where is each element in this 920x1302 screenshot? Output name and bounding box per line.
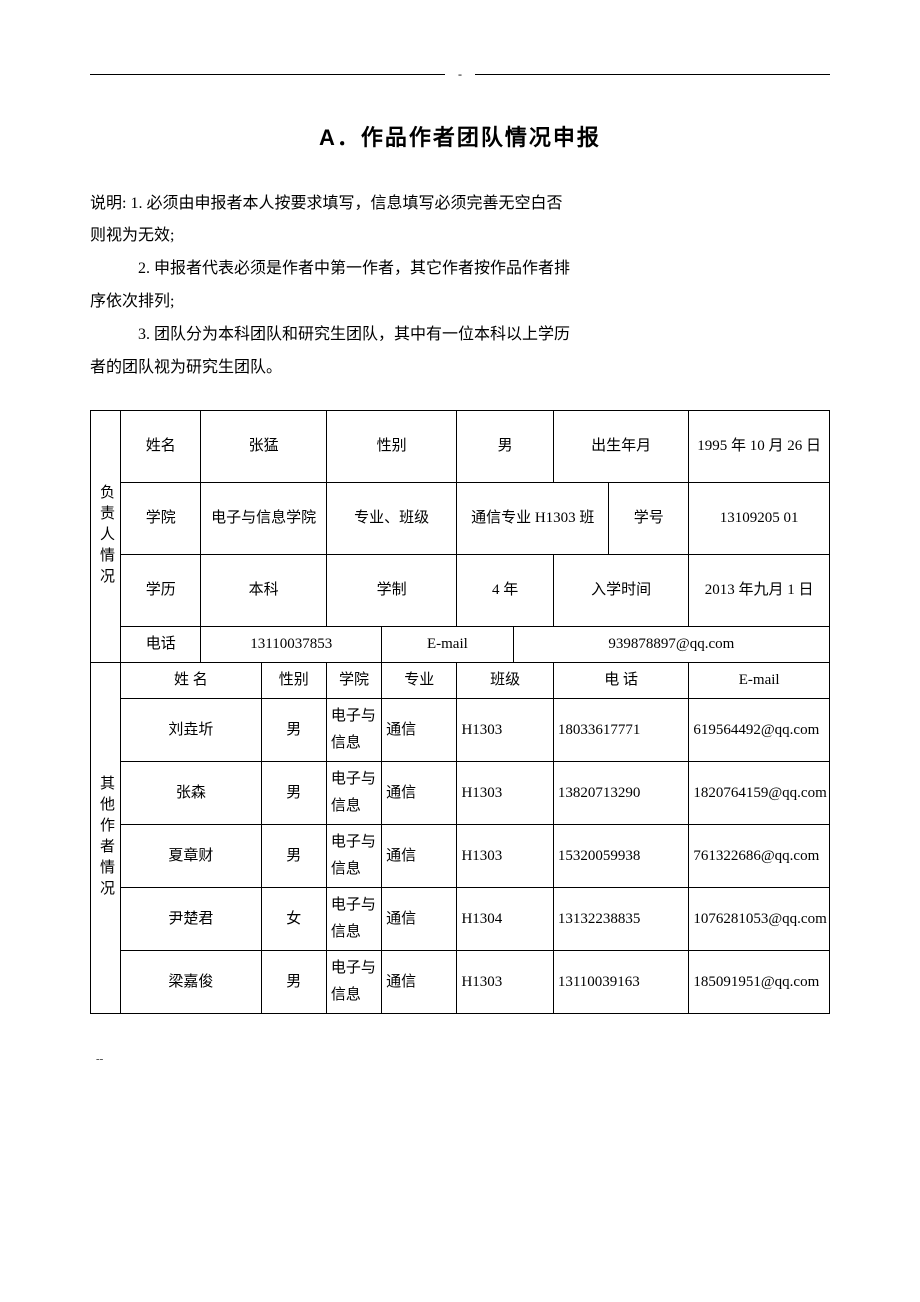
header-gender: 性别 xyxy=(261,663,326,699)
table-row: 其他作者情况 姓 名 性别 学院 专业 班级 电 话 E-mail xyxy=(91,663,830,699)
cell-college: 电子与信息 xyxy=(326,825,381,888)
cell-email: 185091951@qq.com xyxy=(689,951,830,1014)
value-dob: 1995 年 10 月 26 日 xyxy=(689,411,830,483)
label-name: 姓名 xyxy=(121,411,201,483)
value-degree: 本科 xyxy=(201,555,327,627)
instructions-block: 说明: 1. 必须由申报者本人按要求填写，信息填写必须完善无空白否 则视为无效;… xyxy=(90,190,830,383)
instruction-line: 序依次排列; xyxy=(90,288,830,317)
cell-class: H1304 xyxy=(457,888,553,951)
table-row: 梁嘉俊 男 电子与信息 通信 H1303 13110039163 1850919… xyxy=(91,951,830,1014)
cell-class: H1303 xyxy=(457,699,553,762)
leader-section-label: 负责人情况 xyxy=(91,411,121,663)
label-gender: 性别 xyxy=(326,411,457,483)
value-major-class: 通信专业 H1303 班 xyxy=(457,483,609,555)
label-student-id: 学号 xyxy=(609,483,689,555)
cell-gender: 男 xyxy=(261,762,326,825)
value-college: 电子与信息学院 xyxy=(201,483,327,555)
application-table: 负责人情况 姓名 张猛 性别 男 出生年月 1995 年 10 月 26 日 学… xyxy=(90,410,830,1014)
table-row: 学历 本科 学制 4 年 入学时间 2013 年九月 1 日 xyxy=(91,555,830,627)
label-degree: 学历 xyxy=(121,555,201,627)
cell-email: 761322686@qq.com xyxy=(689,825,830,888)
header-rule: - xyxy=(90,60,830,90)
cell-phone: 15320059938 xyxy=(553,825,689,888)
footer-dash: -- xyxy=(90,1050,830,1070)
others-section-label: 其他作者情况 xyxy=(91,663,121,1014)
cell-gender: 女 xyxy=(261,888,326,951)
cell-class: H1303 xyxy=(457,762,553,825)
label-email: E-mail xyxy=(382,627,514,663)
instruction-line: 者的团队视为研究生团队。 xyxy=(90,354,830,383)
cell-college: 电子与信息 xyxy=(326,951,381,1014)
value-student-id: 13109205 01 xyxy=(689,483,830,555)
cell-name: 张森 xyxy=(121,762,262,825)
header-line-left xyxy=(90,74,445,75)
value-name: 张猛 xyxy=(201,411,327,483)
cell-phone: 18033617771 xyxy=(553,699,689,762)
cell-college: 电子与信息 xyxy=(326,699,381,762)
table-row: 负责人情况 姓名 张猛 性别 男 出生年月 1995 年 10 月 26 日 xyxy=(91,411,830,483)
instruction-line: 则视为无效; xyxy=(90,222,830,251)
cell-phone: 13132238835 xyxy=(553,888,689,951)
cell-gender: 男 xyxy=(261,825,326,888)
cell-email: 1076281053@qq.com xyxy=(689,888,830,951)
table-row: 夏章财 男 电子与信息 通信 H1303 15320059938 7613226… xyxy=(91,825,830,888)
cell-email: 619564492@qq.com xyxy=(689,699,830,762)
table-row: 电话 13110037853 E-mail 939878897@qq.com xyxy=(91,627,830,663)
label-college: 学院 xyxy=(121,483,201,555)
header-dash: - xyxy=(458,64,462,86)
cell-major: 通信 xyxy=(382,951,457,1014)
cell-name: 梁嘉俊 xyxy=(121,951,262,1014)
value-email: 939878897@qq.com xyxy=(513,627,829,663)
cell-college: 电子与信息 xyxy=(326,762,381,825)
table-row: 学院 电子与信息学院 专业、班级 通信专业 H1303 班 学号 1310920… xyxy=(91,483,830,555)
label-major-class: 专业、班级 xyxy=(326,483,457,555)
cell-gender: 男 xyxy=(261,699,326,762)
instruction-line: 2. 申报者代表必须是作者中第一作者，其它作者按作品作者排 xyxy=(90,255,830,284)
value-gender: 男 xyxy=(457,411,553,483)
table-row: 尹楚君 女 电子与信息 通信 H1304 13132238835 1076281… xyxy=(91,888,830,951)
cell-class: H1303 xyxy=(457,951,553,1014)
cell-college: 电子与信息 xyxy=(326,888,381,951)
cell-phone: 13820713290 xyxy=(553,762,689,825)
cell-email: 1820764159@qq.com xyxy=(689,762,830,825)
label-phone: 电话 xyxy=(121,627,201,663)
header-line-right xyxy=(475,74,830,75)
header-phone: 电 话 xyxy=(553,663,689,699)
cell-name: 尹楚君 xyxy=(121,888,262,951)
header-class: 班级 xyxy=(457,663,553,699)
header-major: 专业 xyxy=(382,663,457,699)
cell-phone: 13110039163 xyxy=(553,951,689,1014)
value-duration: 4 年 xyxy=(457,555,553,627)
header-college: 学院 xyxy=(326,663,381,699)
header-email: E-mail xyxy=(689,663,830,699)
label-enroll: 入学时间 xyxy=(553,555,689,627)
value-enroll: 2013 年九月 1 日 xyxy=(689,555,830,627)
instruction-line: 3. 团队分为本科团队和研究生团队，其中有一位本科以上学历 xyxy=(90,321,830,350)
instruction-line: 说明: 1. 必须由申报者本人按要求填写，信息填写必须完善无空白否 xyxy=(90,190,830,219)
label-duration: 学制 xyxy=(326,555,457,627)
label-dob: 出生年月 xyxy=(553,411,689,483)
table-row: 刘垚圻 男 电子与信息 通信 H1303 18033617771 6195644… xyxy=(91,699,830,762)
cell-major: 通信 xyxy=(382,825,457,888)
cell-name: 刘垚圻 xyxy=(121,699,262,762)
table-row: 张森 男 电子与信息 通信 H1303 13820713290 18207641… xyxy=(91,762,830,825)
cell-gender: 男 xyxy=(261,951,326,1014)
cell-major: 通信 xyxy=(382,762,457,825)
header-name: 姓 名 xyxy=(121,663,262,699)
cell-class: H1303 xyxy=(457,825,553,888)
cell-name: 夏章财 xyxy=(121,825,262,888)
cell-major: 通信 xyxy=(382,699,457,762)
value-phone: 13110037853 xyxy=(201,627,382,663)
cell-major: 通信 xyxy=(382,888,457,951)
page-title: A．作品作者团队情况申报 xyxy=(90,118,830,158)
